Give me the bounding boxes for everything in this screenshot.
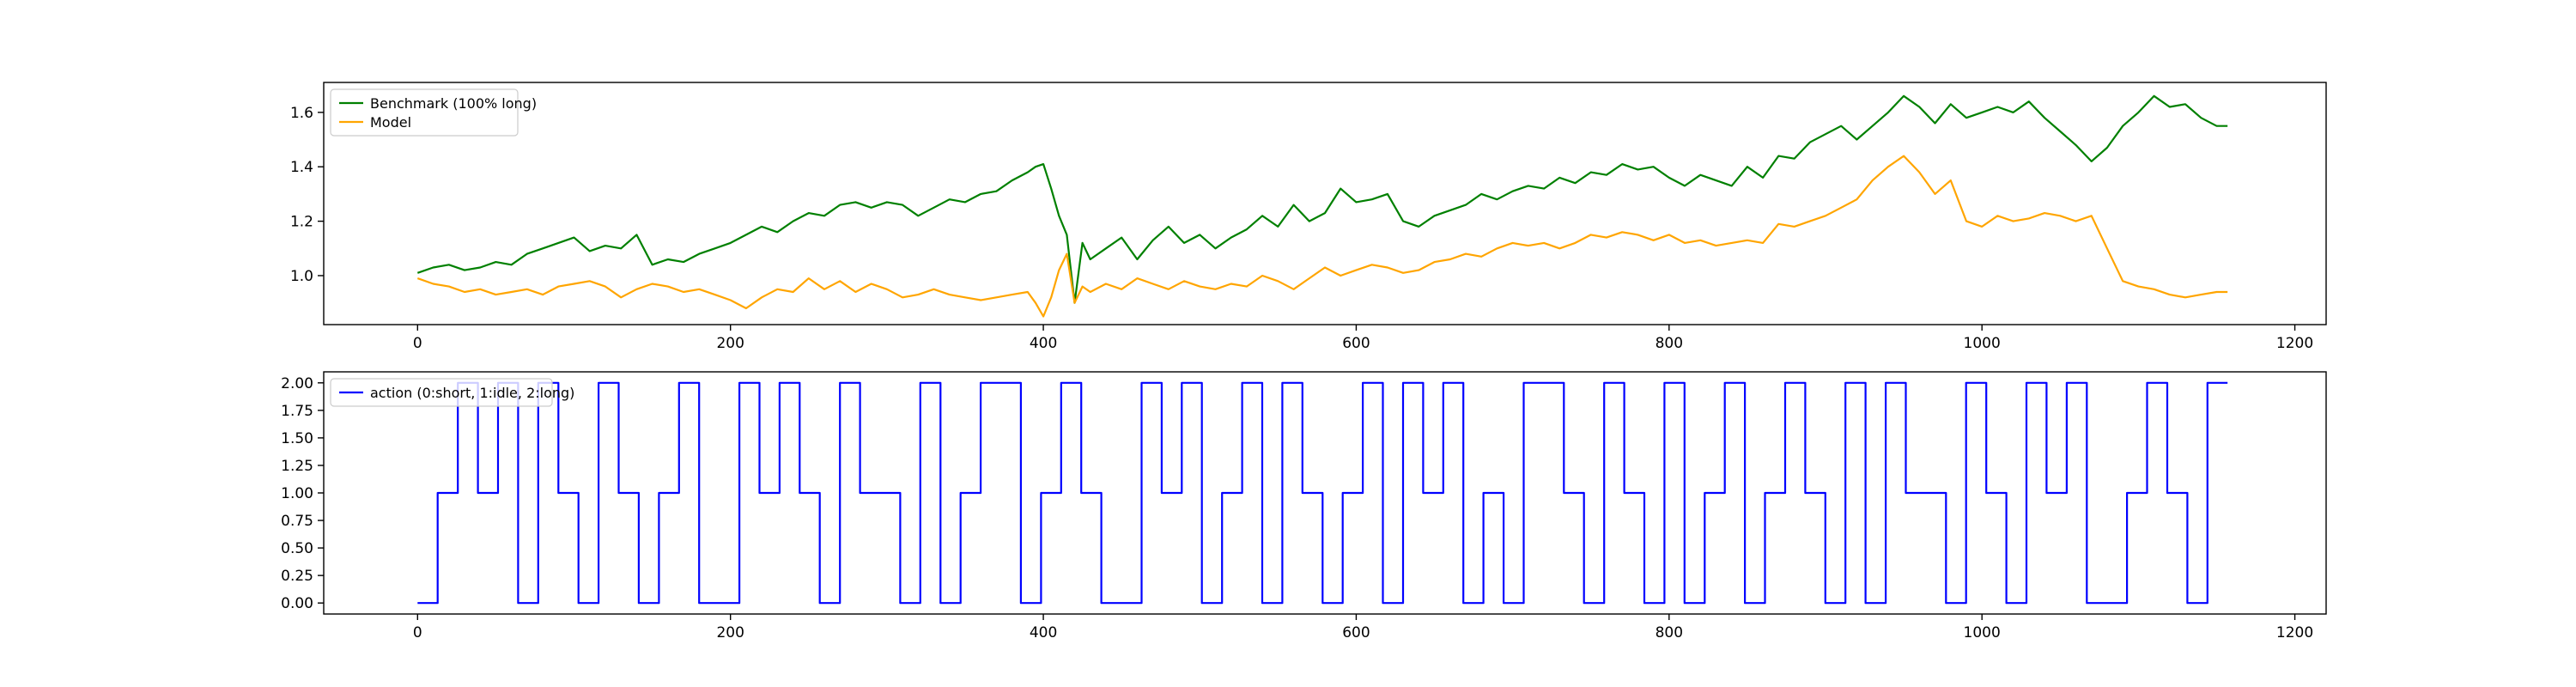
y-tick-label: 1.50 (281, 430, 313, 447)
legend-box (330, 378, 553, 407)
y-tick-label: 1.25 (281, 458, 313, 475)
x-tick-label: 600 (1342, 624, 1370, 641)
y-tick-label: 1.75 (281, 403, 313, 420)
y-tick-label: 0.50 (281, 540, 313, 557)
action-panel: 0 200 400 600 800 1000 1200 0.00 0.25 0.50 0.75 1.0… (281, 371, 2327, 641)
y-tick-label: 0.75 (281, 513, 313, 530)
legend-label: action (0:short, 1:idle, 2:long) (370, 385, 574, 401)
x-tick-label: 200 (716, 335, 744, 352)
x-tick-label: 600 (1342, 335, 1370, 352)
legend-box (330, 88, 519, 137)
legend-label: Model (370, 114, 411, 131)
series-line-0 (417, 381, 2228, 605)
x-tick-label: 0 (413, 624, 422, 641)
x-tick-label: 1200 (2276, 624, 2313, 641)
x-tick-label: 200 (716, 624, 744, 641)
x-tick-label: 0 (413, 335, 422, 352)
x-tick-label: 400 (1030, 335, 1057, 352)
x-tick-label: 1000 (1964, 335, 2001, 352)
series-line-0 (416, 94, 2228, 304)
x-tick-label: 400 (1030, 624, 1057, 641)
y-tick-label: 1.2 (290, 214, 313, 231)
legend-label: Benchmark (100% long) (370, 95, 537, 112)
y-tick-label: 2.00 (281, 375, 313, 392)
x-tick-label: 1200 (2276, 335, 2313, 352)
y-tick-label: 1.4 (290, 159, 313, 176)
x-tick-label: 800 (1656, 624, 1683, 641)
x-tick-label: 800 (1656, 335, 1683, 352)
axes-frame (323, 82, 2327, 325)
x-tick-label: 1000 (1964, 624, 2001, 641)
y-tick-label: 1.00 (281, 485, 313, 502)
equity-curve-panel: 0 200 400 600 800 1000 1200 1.0 1.2 1.4 1.6 Benchma… (290, 82, 2327, 352)
y-tick-label: 0.00 (281, 595, 313, 612)
y-tick-label: 1.0 (290, 268, 313, 285)
series-line-1 (416, 155, 2228, 318)
y-tick-label: 0.25 (281, 568, 313, 585)
y-tick-label: 1.6 (290, 105, 313, 122)
